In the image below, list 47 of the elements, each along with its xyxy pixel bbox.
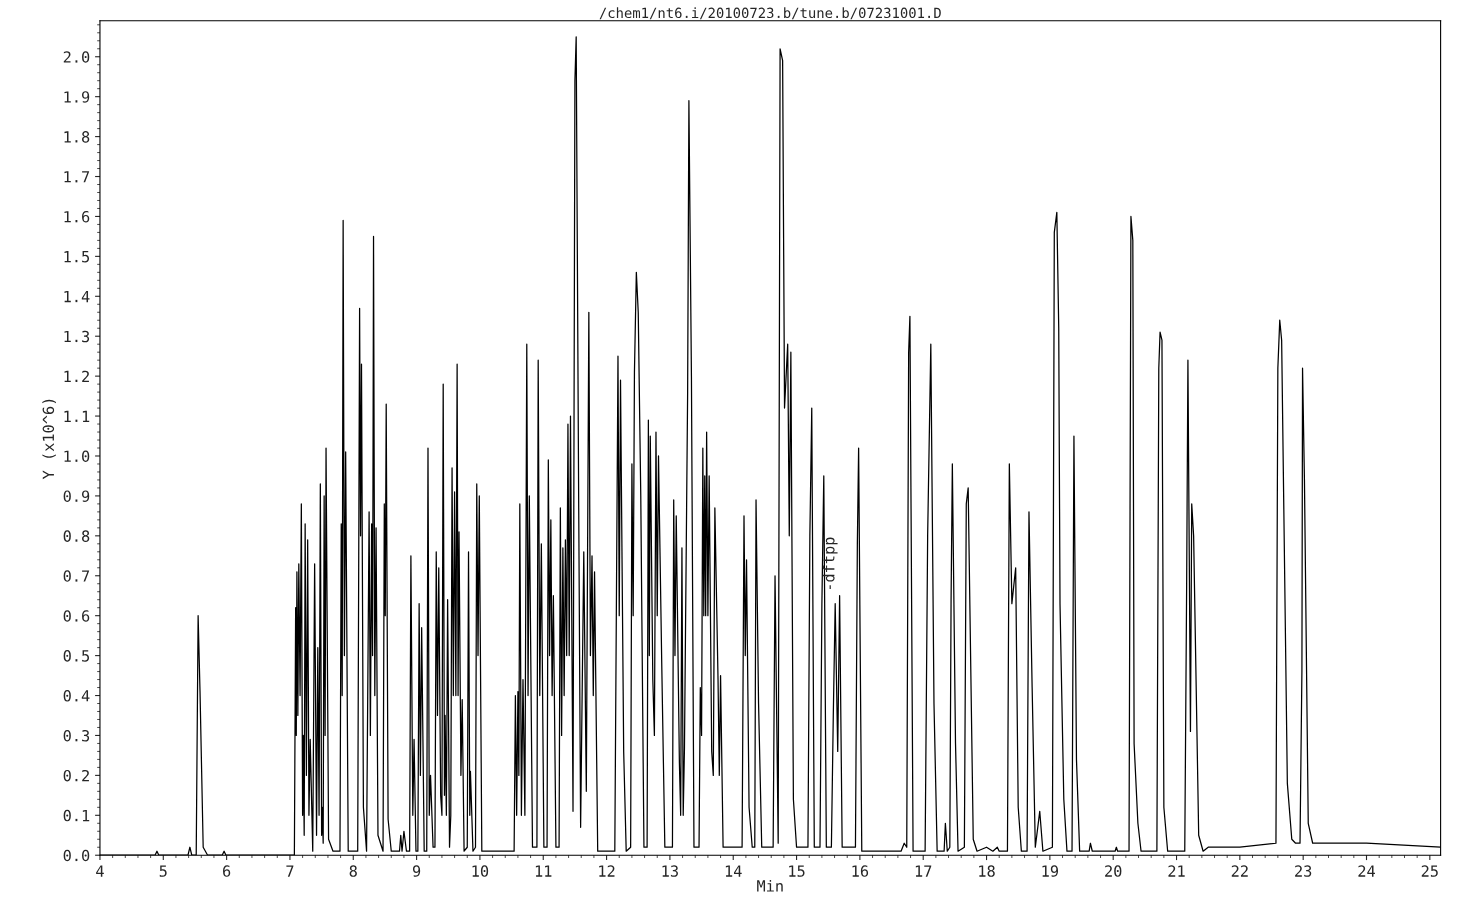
y-tick-label: 2.0: [63, 51, 90, 63]
x-tick-label: 24: [1358, 865, 1375, 877]
y-tick-label: 0.6: [63, 610, 90, 622]
x-tick-label: 6: [223, 865, 231, 877]
y-tick-label: 1.8: [64, 131, 90, 143]
y-tick-label: 1.5: [64, 251, 90, 263]
x-tick-label: 8: [349, 865, 357, 877]
x-axis-title: Min: [757, 879, 783, 892]
y-tick-label: 0.9: [63, 490, 90, 502]
x-tick-label: 12: [599, 865, 615, 877]
x-tick-label: 19: [1042, 865, 1059, 877]
x-tick-label: 17: [915, 865, 932, 877]
x-tick-label: 21: [1168, 865, 1185, 877]
chart-title: /chem1/nt6.i/20100723.b/tune.b/07231001.D: [599, 7, 941, 20]
y-tick-label: 0.2: [63, 769, 89, 782]
annotation: -dftpp: [822, 537, 838, 590]
x-tick-label: 10: [472, 865, 489, 877]
y-tick-label: 1.2: [64, 370, 89, 382]
x-tick-label: 4: [96, 865, 104, 877]
y-tick-label: 1.9: [64, 91, 90, 103]
y-tick-label: 1.0: [64, 450, 90, 463]
y-tick-label: 0.0: [63, 849, 90, 862]
y-tick-label: 0.4: [63, 690, 90, 702]
x-tick-label: 22: [1231, 865, 1248, 877]
x-tick-label: 20: [1105, 865, 1122, 877]
x-tick-label: 16: [852, 865, 869, 877]
x-tick-label: 13: [662, 865, 678, 877]
y-tick-label: 0.1: [63, 809, 90, 822]
x-tick-label: 25: [1421, 865, 1438, 877]
x-tick-label: 11: [535, 865, 552, 877]
x-tick-label: 14: [725, 865, 742, 877]
y-tick-label: 0.3: [63, 729, 90, 742]
y-tick-label: 1.6: [64, 210, 90, 223]
x-tick-label: 15: [789, 865, 805, 877]
x-tick-label: 23: [1295, 865, 1312, 877]
y-tick-label: 1.7: [64, 171, 90, 183]
y-axis-title: Y (x10^6): [42, 399, 56, 480]
y-tick-label: 1.4: [64, 291, 90, 303]
y-tick-label: 0.8: [63, 530, 90, 542]
x-tick-label: 18: [979, 865, 995, 877]
y-tick-label: 1.3: [64, 330, 90, 343]
x-tick-label: 5: [159, 865, 167, 877]
x-tick-label: 9: [412, 865, 421, 877]
x-tick-label: 7: [286, 865, 294, 877]
y-tick-label: 0.7: [63, 570, 90, 582]
y-tick-label: 0.5: [63, 650, 90, 662]
y-tick-label: 1.1: [64, 410, 90, 422]
